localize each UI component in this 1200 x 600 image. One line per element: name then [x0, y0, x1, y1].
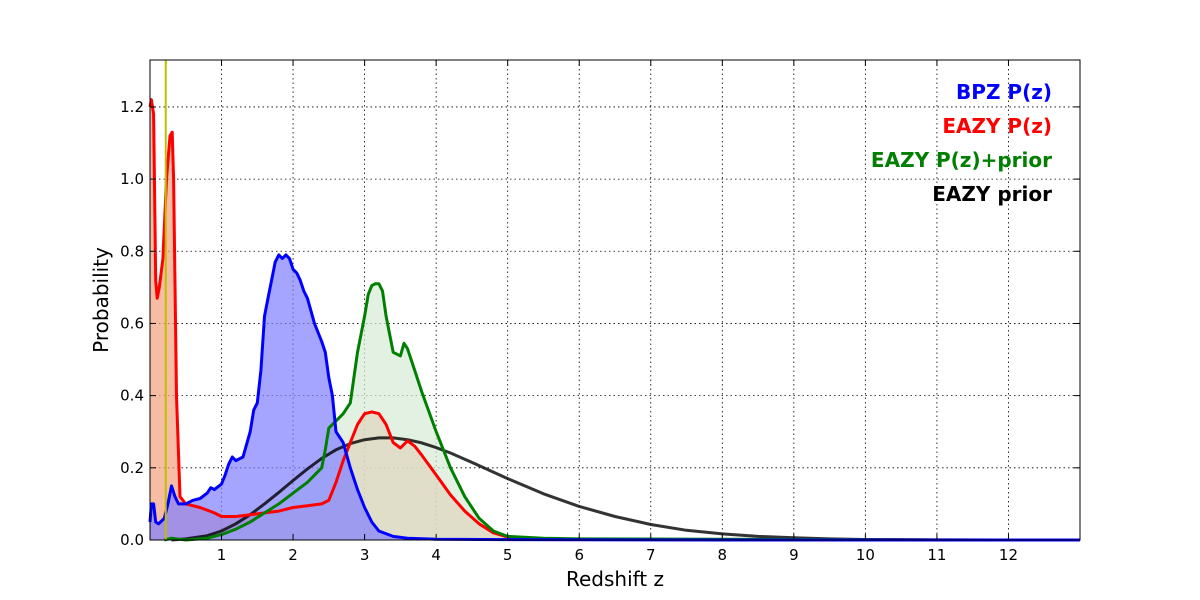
y-tick-label: 0.0 — [120, 531, 144, 549]
y-tick-label: 0.8 — [120, 242, 144, 260]
legend-item-bpz: BPZ P(z) — [956, 80, 1052, 104]
line-eazy-prior — [171, 436, 1009, 542]
y-tick-label: 0.2 — [120, 459, 144, 477]
area-eazy-p-z-prior — [164, 283, 995, 540]
series-lines — [148, 98, 1080, 542]
x-axis-label: Redshift z — [566, 567, 664, 591]
plot-frame — [149, 59, 1081, 541]
line-eazy-p-z — [148, 98, 995, 542]
x-tick-label: 8 — [718, 546, 728, 564]
legend-item-eazy-prior: EAZY prior — [932, 182, 1052, 206]
x-tick-label: 10 — [856, 546, 875, 564]
x-tick-label: 4 — [431, 546, 441, 564]
legend-item-eazy-prior-combined: EAZY P(z)+prior — [871, 148, 1052, 172]
line-eazy-p-z-prior — [163, 282, 995, 542]
x-tick-label: 11 — [927, 546, 946, 564]
y-axis-ticks: 0.0 0.2 0.4 0.6 0.8 1.0 1.2 — [120, 98, 1080, 549]
x-tick-label: 9 — [789, 546, 799, 564]
x-axis-ticks: 1 2 3 4 5 6 7 8 9 10 11 12 — [217, 60, 1018, 564]
y-tick-label: 1.2 — [120, 98, 144, 116]
y-axis-label: Probability — [89, 247, 113, 353]
line-bpz-p-z — [148, 253, 1080, 542]
x-tick-label: 6 — [574, 546, 584, 564]
legend-item-eazy: EAZY P(z) — [942, 114, 1052, 138]
x-tick-label: 1 — [217, 546, 227, 564]
x-tick-label: 5 — [503, 546, 513, 564]
x-tick-label: 12 — [999, 546, 1018, 564]
series-fills — [150, 99, 1080, 540]
x-tick-label: 7 — [646, 546, 656, 564]
x-tick-label: 2 — [288, 546, 298, 564]
y-tick-label: 1.0 — [120, 170, 144, 188]
y-tick-label: 0.4 — [120, 387, 144, 405]
y-tick-label: 0.6 — [120, 314, 144, 332]
area-bpz-p-z — [150, 254, 1080, 540]
legend: BPZ P(z) EAZY P(z) EAZY P(z)+prior EAZY … — [871, 80, 1052, 206]
x-tick-label: 3 — [360, 546, 370, 564]
grid — [150, 60, 1080, 540]
